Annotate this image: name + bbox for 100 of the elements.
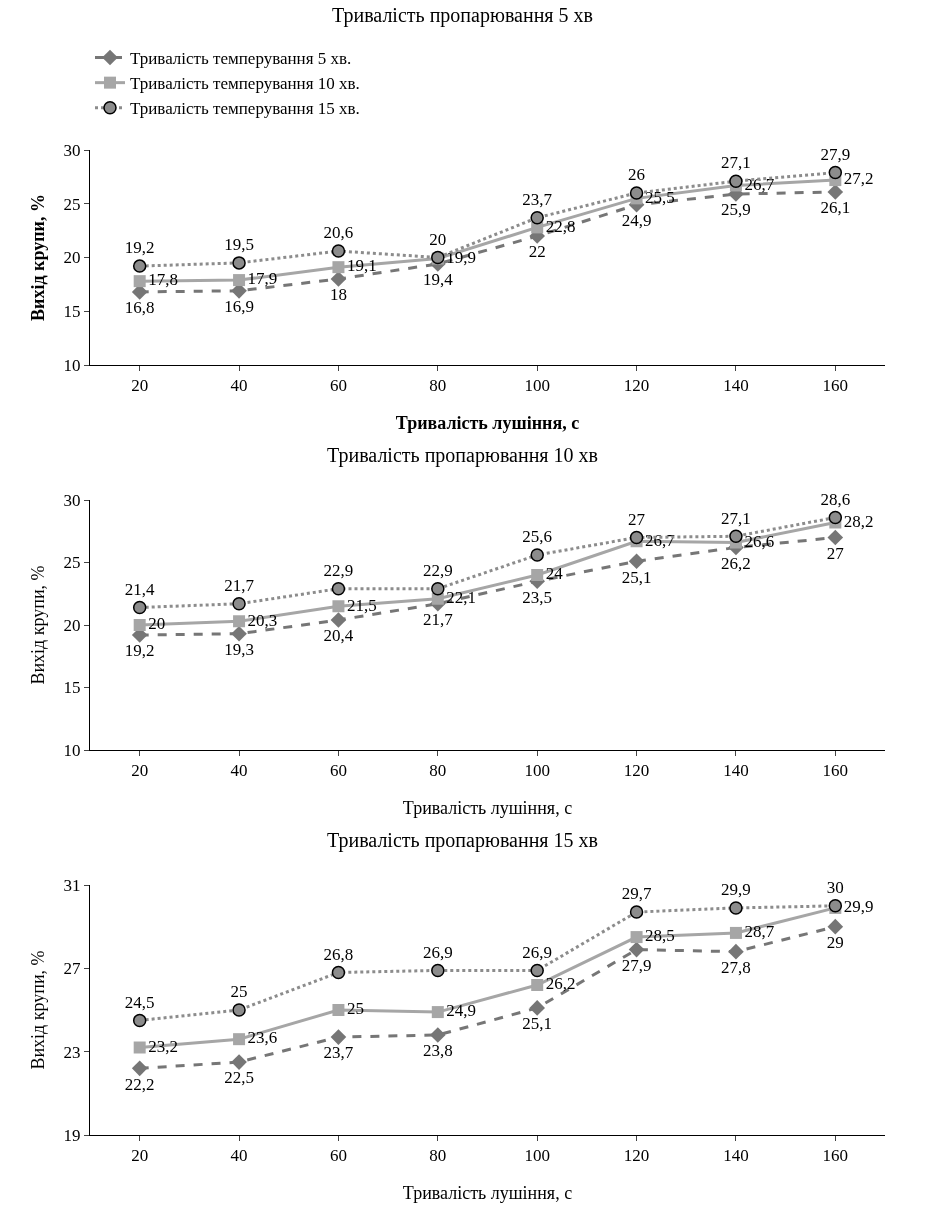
- data-label: 27,2: [843, 169, 874, 189]
- x-tick-label: 20: [131, 376, 149, 396]
- data-label: 28,2: [843, 511, 874, 531]
- point: [332, 1004, 345, 1016]
- data-label: 23,2: [148, 1036, 178, 1056]
- data-label: 20: [429, 229, 447, 249]
- data-label: 28,7: [744, 922, 775, 942]
- data-label: 22,2: [124, 1074, 155, 1094]
- x-tick-label: 20: [131, 1146, 149, 1166]
- point: [133, 275, 146, 288]
- y-tick-label: 31: [63, 875, 81, 895]
- x-tick-label: 140: [723, 1146, 749, 1166]
- data-label: 28,5: [645, 926, 675, 946]
- data-label: 27: [628, 509, 646, 529]
- point: [232, 256, 246, 270]
- data-label: 19,5: [224, 235, 254, 255]
- point: [729, 926, 742, 939]
- point: [827, 918, 844, 935]
- y-tick-label: 15: [63, 302, 81, 322]
- x-tick-label: 40: [230, 1146, 248, 1166]
- data-label: 26,8: [323, 944, 354, 964]
- data-label: 28,6: [820, 489, 851, 509]
- data-label: 26,9: [522, 942, 553, 962]
- data-label: 27,9: [621, 955, 652, 975]
- data-label: 16,9: [224, 297, 254, 317]
- x-tick-label: 80: [429, 376, 447, 396]
- x-tick-label: 140: [723, 761, 749, 781]
- data-label: 22: [528, 242, 546, 262]
- point: [331, 582, 346, 596]
- data-label: 23,7: [323, 1043, 354, 1063]
- point: [231, 1054, 247, 1070]
- data-label: 24,5: [124, 992, 155, 1012]
- point: [828, 510, 843, 525]
- point: [729, 901, 743, 915]
- legend-label: Тривалість темперування 5 хв.: [130, 49, 352, 69]
- data-label: 17,9: [247, 269, 278, 289]
- data-label: 27,9: [820, 144, 851, 164]
- data-label: 29,7: [621, 884, 652, 904]
- data-label: 19,1: [346, 256, 377, 276]
- point: [332, 600, 345, 613]
- x-tick-label: 100: [524, 761, 550, 781]
- y-tick-label: 15: [63, 678, 81, 698]
- data-label: 22,9: [422, 561, 453, 580]
- data-label: 29: [826, 932, 844, 952]
- data-label: 20: [148, 614, 166, 634]
- point: [530, 548, 544, 562]
- x-tick-label: 40: [230, 376, 248, 396]
- data-label: 25,1: [522, 1014, 553, 1034]
- x-tick-label: 160: [822, 376, 849, 396]
- y-axis-title: Вихід крупи, %: [28, 194, 48, 321]
- point: [629, 530, 644, 545]
- point: [232, 597, 246, 611]
- y-tick-label: 25: [63, 553, 81, 573]
- point: [431, 1006, 444, 1019]
- point: [628, 941, 645, 958]
- point: [132, 259, 147, 273]
- point: [629, 905, 644, 919]
- data-label: 20,6: [323, 223, 354, 243]
- point: [132, 600, 147, 615]
- data-label: 29,9: [843, 897, 874, 917]
- data-label: 25,9: [721, 200, 751, 220]
- data-label: 19,4: [422, 270, 454, 290]
- point: [531, 569, 544, 581]
- data-label: 30: [826, 878, 844, 898]
- x-tick-label: 60: [329, 761, 347, 781]
- point: [431, 963, 445, 978]
- data-label: 23,6: [247, 1028, 278, 1048]
- data-label: 25,5: [645, 187, 675, 207]
- point: [232, 1003, 246, 1017]
- y-tick-label: 10: [63, 740, 81, 760]
- data-label: 23,8: [422, 1041, 453, 1061]
- point: [233, 615, 246, 628]
- point: [231, 625, 247, 642]
- point: [531, 979, 544, 991]
- data-label: 26,2: [721, 553, 751, 573]
- point: [728, 943, 744, 960]
- chart-title: Тривалість пропарювання 5 хв: [332, 4, 593, 27]
- data-label: 27,8: [721, 957, 751, 977]
- point: [133, 619, 146, 631]
- data-label: 29,9: [721, 880, 751, 900]
- point: [827, 184, 844, 200]
- data-label: 25,1: [621, 567, 652, 587]
- point: [630, 931, 643, 944]
- x-tick-label: 160: [822, 1146, 849, 1166]
- y-tick-label: 23: [63, 1042, 81, 1062]
- data-label: 26: [628, 165, 646, 185]
- x-tick-label: 60: [329, 376, 347, 396]
- x-tick-label: 100: [524, 376, 550, 396]
- x-tick-label: 120: [623, 376, 650, 396]
- x-axis-title: Тривалість лушіння, с: [402, 798, 573, 818]
- y-tick-label: 19: [63, 1125, 81, 1145]
- data-label: 26,1: [820, 198, 851, 218]
- x-tick-label: 20: [131, 761, 149, 781]
- y-axis-title: Вихід крупи, %: [28, 950, 48, 1070]
- x-tick-label: 80: [429, 761, 447, 781]
- data-label: 23,7: [522, 189, 553, 209]
- point: [431, 582, 445, 596]
- data-label: 20,4: [323, 626, 354, 646]
- y-tick-label: 25: [63, 194, 81, 214]
- data-label: 21,7: [224, 576, 255, 595]
